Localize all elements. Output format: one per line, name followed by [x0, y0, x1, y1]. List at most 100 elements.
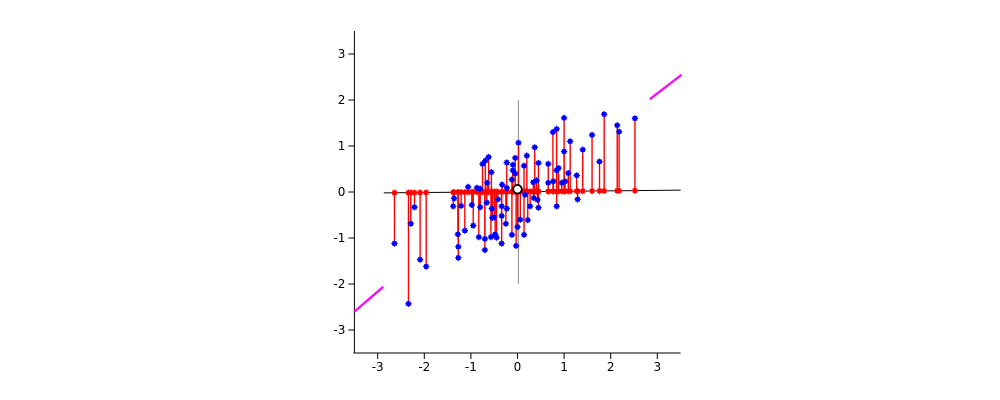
data-point-marker — [555, 164, 562, 172]
data-point-marker — [482, 157, 489, 164]
data-point-marker — [520, 231, 528, 238]
stem-base-marker-body — [567, 188, 573, 194]
data-point-marker — [450, 195, 458, 202]
data-point-marker-body — [516, 140, 521, 146]
data-point-marker-body — [534, 178, 539, 183]
data-point-marker — [523, 152, 531, 159]
stem-base-marker-body — [632, 188, 638, 193]
data-point-marker-body — [536, 205, 541, 210]
data-point-marker — [596, 158, 603, 165]
data-point-marker-body — [527, 203, 533, 209]
data-point-marker — [455, 254, 462, 261]
data-point-marker — [405, 300, 412, 307]
data-point-marker-body — [512, 155, 518, 161]
data-point-marker — [508, 231, 516, 238]
stem-base-marker — [566, 187, 574, 195]
data-point-marker-body — [499, 213, 504, 219]
data-point-marker-body — [545, 161, 551, 167]
data-point-marker — [565, 169, 572, 177]
stem-base-marker-body — [616, 188, 622, 194]
data-point-marker — [511, 154, 519, 162]
data-point-marker — [407, 220, 414, 227]
data-point-marker — [553, 203, 560, 210]
data-point-marker-body — [489, 206, 495, 211]
x-tick-label: -2 — [418, 360, 430, 374]
stem-base-marker-body — [412, 190, 417, 195]
data-point-marker — [502, 220, 510, 227]
data-point-marker — [545, 160, 552, 168]
data-point-marker — [477, 203, 484, 211]
stem-base-marker-body — [462, 189, 468, 195]
data-point-marker-body — [532, 145, 538, 150]
data-point-marker-body — [480, 161, 485, 167]
data-point-marker-body — [589, 132, 595, 138]
stem-base-marker-body — [536, 189, 541, 194]
data-point-marker-body — [536, 160, 541, 166]
stem-base-marker-body — [597, 188, 602, 194]
data-point-marker — [487, 233, 495, 241]
y-tick-label: -1 — [333, 231, 345, 245]
data-point-marker-body — [517, 217, 523, 222]
x-tick-label: -3 — [372, 360, 384, 374]
data-point-marker-body — [423, 264, 429, 269]
data-point-marker-body — [499, 203, 504, 209]
data-point-marker — [515, 139, 522, 146]
data-point-marker-body — [492, 232, 498, 237]
data-point-marker-body — [632, 116, 638, 121]
data-point-marker — [493, 234, 500, 241]
data-point-marker-body — [545, 180, 551, 186]
data-point-marker — [588, 131, 596, 139]
data-point-marker-body — [412, 204, 417, 210]
data-point-marker-body — [567, 139, 573, 144]
true-function-segment-left — [353, 285, 385, 313]
stem-base-marker-body — [408, 190, 414, 195]
data-point-marker-body — [504, 206, 510, 211]
stem-base-marker-body — [392, 190, 397, 196]
data-point-marker-body — [495, 197, 501, 202]
data-point-marker-body — [559, 180, 565, 186]
data-point-marker-body — [486, 154, 491, 160]
stem-base-marker — [631, 187, 639, 194]
data-point-marker — [477, 185, 484, 192]
data-point-marker-body — [509, 177, 515, 182]
data-point-marker-body — [513, 243, 519, 249]
data-point-marker-body — [417, 257, 423, 262]
data-point-marker-body — [477, 186, 483, 192]
data-point-marker-body — [512, 171, 518, 176]
data-point-marker-body — [556, 165, 561, 171]
data-point-marker — [475, 233, 483, 241]
data-point-marker — [391, 240, 398, 247]
data-point-marker-body — [482, 236, 488, 242]
data-point-marker — [483, 199, 490, 206]
stem-base-marker-body — [423, 190, 429, 195]
stem-base-marker-body — [601, 188, 607, 194]
axes: -3 -2 -1 0 1 2 3 -3 -2 -1 0 1 2 3 — [333, 31, 681, 374]
data-point-marker — [574, 196, 581, 203]
data-point-marker-body — [489, 169, 494, 175]
data-point-marker-body — [515, 224, 520, 230]
data-point-marker — [566, 138, 574, 145]
data-point-marker — [485, 153, 492, 161]
data-point-marker — [631, 115, 639, 122]
data-point-marker — [535, 159, 542, 167]
data-point-marker-body — [482, 247, 488, 253]
stem-base-marker-body — [495, 189, 501, 195]
data-point-marker-body — [565, 170, 571, 176]
stem-base-marker-body — [417, 190, 423, 195]
stem-base-marker-body — [562, 188, 568, 194]
stem-base-marker-body — [465, 189, 471, 195]
data-point-marker — [498, 212, 505, 220]
data-point-marker — [560, 114, 568, 122]
data-point-marker — [533, 177, 540, 184]
true-function-segment-right — [649, 73, 683, 100]
data-point-marker-body — [562, 179, 568, 184]
x-tick-label: 0 — [514, 360, 522, 374]
stem-base-marker-body — [545, 189, 551, 194]
stem-base-marker — [588, 187, 596, 195]
stem-base-marker — [416, 189, 424, 196]
stem-base-marker — [411, 189, 418, 196]
stem-base-marker-body — [527, 189, 533, 194]
data-point-marker-body — [531, 195, 537, 201]
data-point-marker-body — [525, 217, 531, 223]
